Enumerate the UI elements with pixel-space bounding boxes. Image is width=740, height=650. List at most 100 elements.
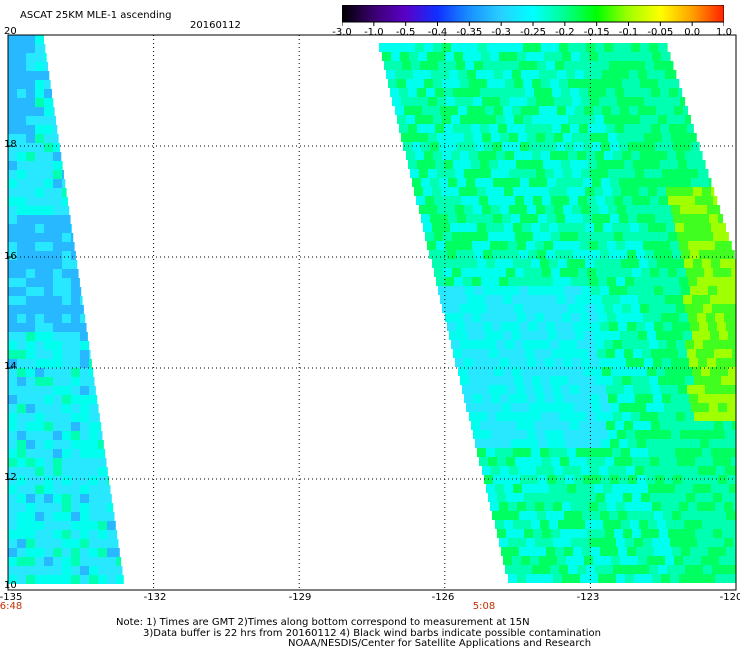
wind-cell <box>602 70 611 79</box>
lat-label: 18 <box>4 139 17 150</box>
colorbar-label: -0.15 <box>583 27 610 38</box>
wind-cell <box>89 377 95 386</box>
wind-cell <box>459 259 468 268</box>
wind-cell <box>460 376 469 385</box>
wind-cell <box>71 440 80 449</box>
wind-cell <box>545 358 554 367</box>
wind-cell <box>35 89 44 98</box>
wind-cell <box>17 557 26 566</box>
wind-cell <box>621 187 630 196</box>
wind-cell <box>523 79 532 88</box>
wind-cell <box>484 403 493 412</box>
wind-cell <box>555 286 564 295</box>
wind-cell <box>53 350 62 359</box>
wind-cell <box>554 394 563 403</box>
wind-cell <box>643 52 652 61</box>
wind-cell <box>693 223 702 232</box>
wind-cell <box>608 466 617 475</box>
wind-cell <box>89 494 98 503</box>
wind-cell <box>634 538 643 547</box>
wind-cell <box>562 574 571 583</box>
wind-cell <box>678 421 687 430</box>
wind-cell <box>687 349 696 358</box>
wind-cell <box>8 107 17 116</box>
wind-cell <box>478 43 487 52</box>
wind-cell <box>724 502 733 511</box>
wind-cell <box>53 575 62 584</box>
wind-cell <box>730 376 736 385</box>
wind-cell <box>604 340 613 349</box>
wind-cell <box>35 458 44 467</box>
wind-cell <box>515 232 524 241</box>
wind-cell <box>545 205 554 214</box>
wind-cell <box>8 161 17 170</box>
wind-cell <box>645 511 654 520</box>
wind-cell <box>453 88 462 97</box>
wind-cell <box>456 250 465 259</box>
wind-cell <box>621 259 630 268</box>
wind-cell <box>653 430 662 439</box>
wind-cell <box>116 548 120 557</box>
wind-cell <box>35 224 44 233</box>
wind-cell <box>452 268 461 277</box>
wind-cell <box>469 376 478 385</box>
wind-cell <box>98 458 107 467</box>
wind-cell <box>548 331 557 340</box>
wind-cell <box>442 151 451 160</box>
wind-cell <box>390 88 399 97</box>
wind-cell <box>528 511 537 520</box>
wind-cell <box>656 70 665 79</box>
wind-cell <box>680 358 689 367</box>
wind-cell <box>615 421 624 430</box>
wind-cell <box>631 115 640 124</box>
wind-cell <box>529 178 538 187</box>
wind-cell <box>465 61 474 70</box>
wind-cell <box>397 43 406 52</box>
wind-cell <box>35 350 44 359</box>
wind-cell <box>606 421 615 430</box>
wind-cell <box>116 530 118 539</box>
wind-cell <box>662 358 671 367</box>
wind-cell <box>549 520 558 529</box>
wind-cell <box>406 115 415 124</box>
colorbar-label: -0.25 <box>520 27 546 38</box>
wind-cell <box>637 475 646 484</box>
wind-cell <box>448 178 457 187</box>
wind-cell <box>480 385 489 394</box>
wind-cell <box>62 350 71 359</box>
wind-cell <box>473 169 482 178</box>
wind-cell <box>708 250 717 259</box>
wind-cell <box>604 115 613 124</box>
wind-cell <box>473 205 482 214</box>
wind-cell <box>718 439 727 448</box>
wind-cell <box>685 304 694 313</box>
wind-cell <box>528 547 537 556</box>
wind-cell <box>630 223 639 232</box>
wind-cell <box>719 331 728 340</box>
wind-cell <box>500 466 509 475</box>
wind-cell <box>482 169 491 178</box>
wind-cell <box>44 494 53 503</box>
wind-cell <box>617 205 626 214</box>
wind-cell <box>500 97 509 106</box>
wind-cell <box>695 529 704 538</box>
wind-cell <box>17 440 26 449</box>
wind-cell <box>643 502 652 511</box>
wind-cell <box>587 493 596 502</box>
wind-cell <box>492 250 501 259</box>
wind-cell <box>511 439 520 448</box>
wind-cell <box>618 286 627 295</box>
wind-cell <box>8 575 17 584</box>
wind-cell <box>44 323 53 332</box>
wind-cell <box>44 485 53 494</box>
wind-cell <box>62 359 71 368</box>
wind-cell <box>621 223 630 232</box>
wind-cell <box>483 61 492 70</box>
wind-cell <box>591 250 600 259</box>
wind-cell <box>642 349 651 358</box>
wind-cell <box>663 250 672 259</box>
wind-cell <box>685 565 694 574</box>
colorbar-label: -0.1 <box>618 27 639 38</box>
wind-cell <box>662 394 671 403</box>
wind-cell <box>518 358 527 367</box>
